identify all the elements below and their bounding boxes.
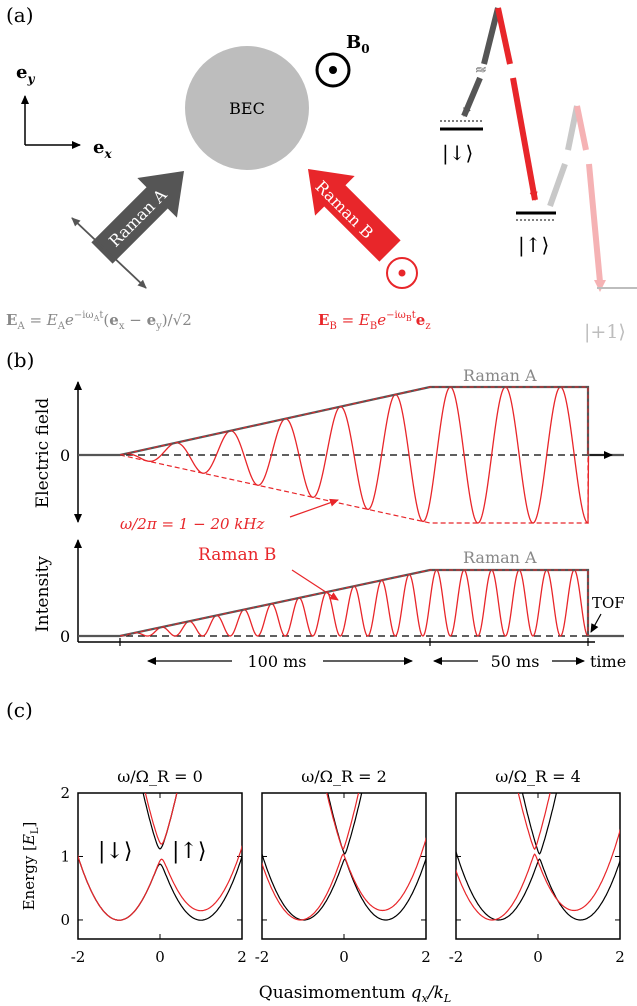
x-tick-label: 2 [615,948,625,966]
band-down-label: |↓⟩ [98,839,132,864]
eb-equation: EB = EBe−iωBtez [318,310,431,332]
raman-a-intensity-series [78,568,624,638]
red-lower-band [262,836,426,921]
red-upper-band [326,793,360,851]
black-lower-band [456,849,620,921]
level-diagram: ≈ ≈ [440,7,637,292]
raman-a-field-series [78,385,624,457]
zero-tick-top: 0 [60,446,70,465]
x-tick-label: 0 [155,948,165,966]
intensity-plot [74,539,624,642]
x-tick-label: 0 [533,948,543,966]
band-panel-1: ω/Ω_R = 2 -2 0 2 [255,767,431,966]
ea-equation: EA = EAe−iωAt(ex − ey)/√2 [6,310,192,332]
intensity-ylabel: Intensity [33,556,53,632]
raman-b-field-series [78,386,624,524]
black-upper-band [142,793,178,850]
band-panel-frame [261,792,427,940]
x-tick-label: -2 [449,948,464,966]
band-panel-frame [77,792,243,940]
panel-a-label: (a) [6,3,34,27]
bec-label: BEC [229,99,265,118]
ex-label: ex [93,137,112,161]
red-lower-band [456,828,620,921]
raman-b-intensity-series [78,569,624,637]
raman-b-arrow [307,168,401,262]
time-label: time [590,652,626,671]
plus-one-state-label: |+1⟩ [584,321,626,343]
svg-text:B0: B0 [346,32,370,56]
band-up-label: |↑⟩ [172,839,206,864]
raman-b-pointer [291,569,339,601]
x-tick-label: -2 [71,948,86,966]
band-panel-title: ω/Ω_R = 2 [301,767,387,786]
polarization-b-symbol [386,257,418,289]
raman-b-envelope-lower [119,454,589,524]
electric-field-plot [74,381,624,524]
panel-b-label: (b) [6,348,34,372]
y-tick-label: 2 [60,784,70,802]
band-panel-title: ω/Ω_R = 4 [495,767,581,786]
tof-pointer [590,613,602,633]
down-state-label: |↓⟩ [442,141,473,166]
black-upper-band [327,793,363,855]
x-tick-label: -2 [255,948,270,966]
up-state-label: |↑⟩ [518,233,549,258]
svg-text:≈: ≈ [505,62,517,78]
black-upper-band [521,793,558,855]
band-panel-title: ω/Ω_R = 0 [117,767,203,786]
raman-a-bottom-label: Raman A [463,548,537,567]
red-lower-band [78,845,242,921]
energy-ylabel: Energy [EL] [20,822,41,911]
bec-circle [185,46,309,170]
omega-range-label: ω/2π = 1 − 20 kHz [120,515,264,533]
time-axis [78,638,595,665]
raman-a-top-label: Raman A [463,366,537,385]
x-tick-label: 0 [339,948,349,966]
x-tick-label: 2 [421,948,431,966]
duration-50: 50 ms [491,652,540,671]
red-upper-band [144,793,178,845]
polarization-a-arrow [71,217,147,289]
band-structure-plots: ω/Ω_R = 0 -2 0 2 0 1 2 ω/Ω_R = 2 -2 0 2 ω/Ω_R = 4 -2… [60,767,625,966]
y-tick-label: 0 [60,911,70,929]
band-panel-0: ω/Ω_R = 0 -2 0 2 0 1 2 [60,767,247,966]
red-upper-band [517,793,551,851]
y-tick-label: 1 [60,847,70,865]
raman-a-arrow: Raman A [91,170,185,264]
b0-symbol: B0 [315,32,370,88]
zero-tick-bottom: 0 [60,627,70,646]
tof-label: TOF [592,594,625,612]
band-panel-frame [455,792,621,940]
black-lower-band [262,852,426,921]
omega-pointer [289,498,339,518]
electric-field-ylabel: Electric field [33,398,53,509]
x-tick-label: 2 [237,948,247,966]
coordinate-axes: ey ex [16,62,112,161]
raman-b-label-b: Raman B [198,545,276,565]
svg-text:Raman A: Raman A [105,185,171,251]
panel-c-label: (c) [6,698,33,722]
raman-b-intensity-envelope [119,569,589,637]
ey-label: ey [16,62,35,86]
duration-100: 100 ms [247,652,306,671]
svg-text:≈: ≈ [475,62,487,78]
band-panel-2: ω/Ω_R = 4 -2 0 2 [449,767,625,966]
quasimomentum-xlabel: Quasimomentum qx/kL [259,983,451,1005]
